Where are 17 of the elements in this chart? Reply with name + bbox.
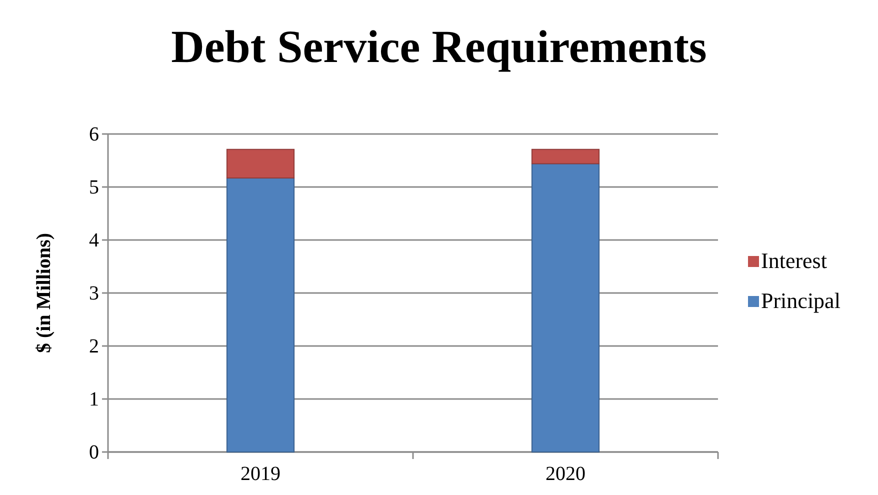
bar bbox=[226, 177, 295, 452]
legend-label: Principal bbox=[761, 288, 840, 313]
x-tick-label: 2020 bbox=[546, 463, 586, 486]
chart-title: Debt Service Requirements bbox=[171, 21, 707, 72]
y-tick-label: 6 bbox=[89, 123, 99, 146]
y-axis-title: $ (in Millions) bbox=[33, 232, 55, 354]
x-tick-label: 2019 bbox=[240, 463, 280, 486]
bar bbox=[531, 148, 600, 164]
y-tick-label: 1 bbox=[89, 388, 99, 410]
y-tick-label: 5 bbox=[89, 176, 99, 198]
y-tick-label: 3 bbox=[89, 282, 99, 304]
y-tick-label: 4 bbox=[89, 229, 99, 252]
bar bbox=[226, 148, 295, 178]
legend-label: Interest bbox=[761, 248, 827, 273]
bar bbox=[531, 163, 600, 452]
y-tick-label: 0 bbox=[89, 441, 99, 464]
y-tick-label: 2 bbox=[89, 335, 99, 358]
